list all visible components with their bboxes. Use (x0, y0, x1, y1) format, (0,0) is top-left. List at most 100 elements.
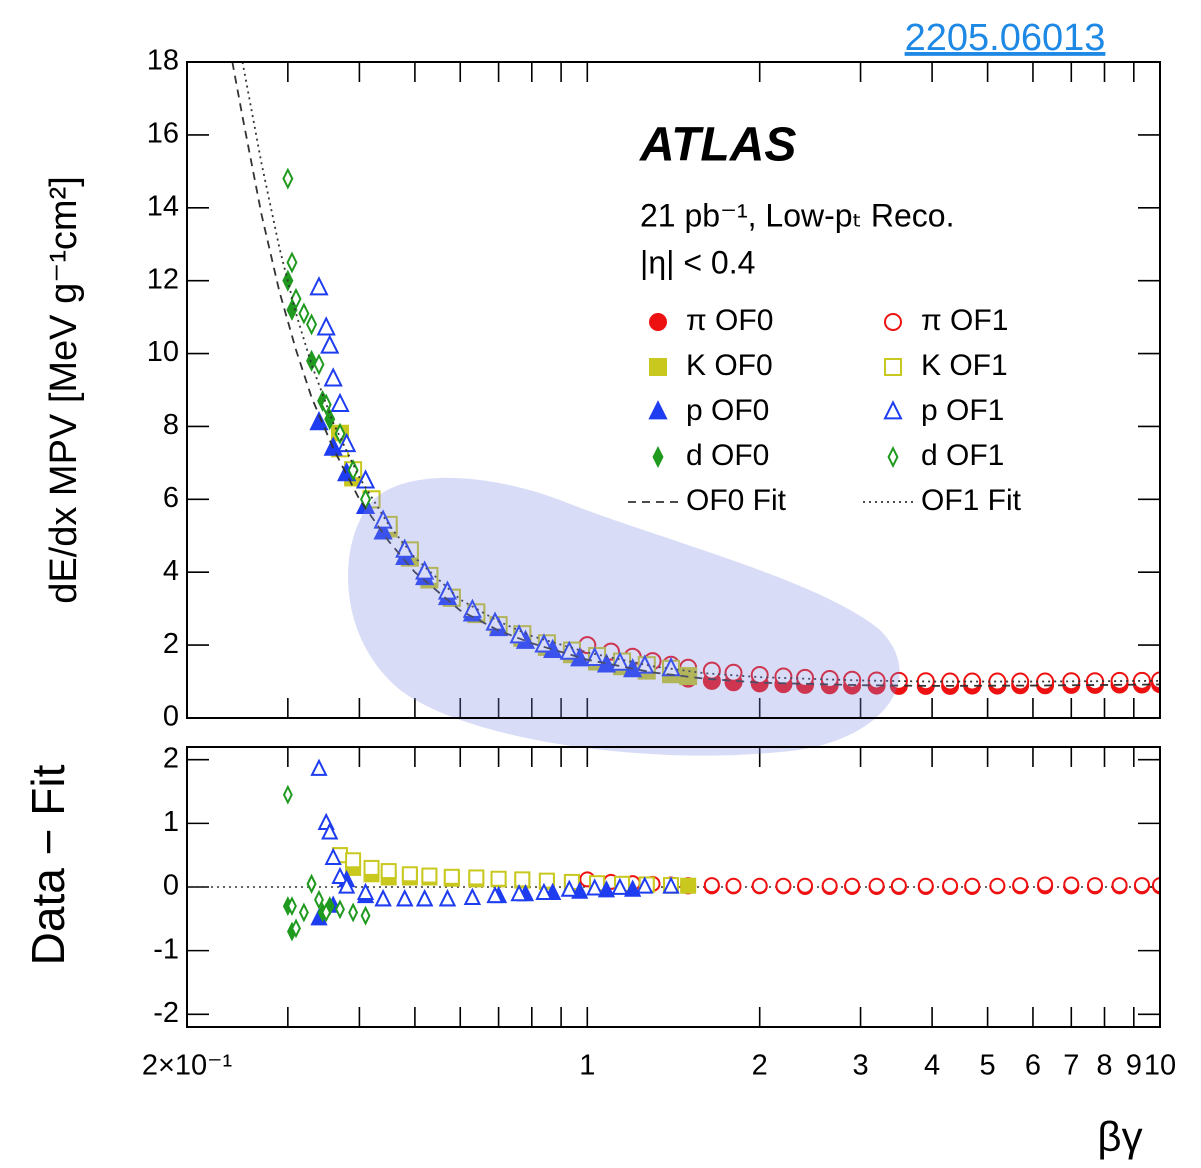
data-point (286, 251, 298, 274)
data-point (916, 672, 935, 691)
legend-marker (884, 358, 902, 376)
data-point (316, 316, 336, 336)
experiment-label: ATLAS (639, 119, 796, 172)
residual-point (586, 878, 604, 896)
residual-point (416, 889, 434, 907)
residual-point (1037, 876, 1054, 893)
residual-point (868, 877, 885, 894)
data-point (320, 393, 332, 416)
legend-label: p OF1 (921, 394, 1004, 427)
residual-point (306, 873, 317, 894)
residual-point (662, 876, 680, 894)
data-point (395, 538, 415, 558)
residual-point (964, 877, 981, 894)
x-tick-label: 4 (924, 1050, 940, 1082)
x-tick-label: 10 (1144, 1050, 1176, 1082)
data-point (290, 287, 302, 310)
residual-point (338, 876, 356, 894)
legend-marker (883, 400, 903, 420)
residual-point (335, 899, 345, 920)
legend-marker (649, 313, 667, 331)
residual-point (321, 822, 339, 840)
y-axis-title: dE/dx MPV [MeV g⁻¹cm²] (43, 176, 85, 604)
data-point (323, 367, 343, 387)
legend-label: π OF1 (921, 304, 1008, 337)
y-tick-label: 18 (147, 45, 179, 77)
y-tick-label: 14 (147, 190, 179, 222)
y-tick-label: 8 (163, 409, 179, 441)
residual-point (291, 918, 301, 939)
y-tick-label: 2 (163, 742, 179, 774)
residual-point (298, 902, 309, 923)
residual-point (611, 877, 629, 895)
x-tick-label: 2 (752, 1050, 768, 1082)
y-tick-label: 1 (163, 806, 179, 838)
data-point (373, 520, 393, 540)
legend-label: d OF1 (921, 439, 1004, 472)
legend-marker (649, 358, 667, 376)
x-tick-label: 1 (579, 1050, 595, 1082)
data-point (337, 432, 357, 453)
legend-label: OF0 Fit (686, 484, 787, 517)
bottom-frame (186, 746, 1161, 1028)
residual-point (443, 868, 460, 885)
legend-label: π OF0 (686, 304, 773, 337)
residual-point (331, 866, 349, 885)
x-tick-label: 8 (1096, 1050, 1112, 1082)
data-point (1062, 672, 1081, 691)
residual-point (463, 887, 482, 906)
residual-point (401, 866, 418, 883)
residual-point (989, 877, 1006, 894)
data-point (1132, 671, 1151, 690)
y-tick-label: 10 (147, 336, 179, 368)
residual-point (1012, 877, 1029, 894)
residual-point (514, 871, 531, 888)
residual-point (751, 877, 768, 894)
residual-point (597, 880, 616, 898)
y-axis-title: Data − Fit (22, 764, 74, 965)
data-point (347, 459, 359, 482)
legend-marker (884, 313, 902, 331)
highlight-region (348, 477, 900, 756)
residual-point (314, 889, 324, 910)
x-tick-label: 6 (1025, 1050, 1041, 1082)
paper-link[interactable]: 2205.06013 (905, 17, 1106, 59)
data-point (330, 392, 350, 412)
x-tick-label: 9 (1126, 1050, 1142, 1082)
residual-point (324, 847, 342, 865)
legend-label: p OF0 (686, 394, 769, 427)
legend-label: OF1 Fit (921, 484, 1022, 517)
residual-point (624, 879, 642, 897)
residual-point (917, 877, 934, 894)
y-tick-label: 16 (147, 118, 179, 150)
data-point (282, 167, 294, 190)
data-point (1110, 671, 1129, 690)
x-tick-label: 2×10⁻¹ (142, 1050, 233, 1082)
data-point (750, 665, 769, 684)
x-tick-label: 7 (1063, 1050, 1079, 1082)
data-point (988, 672, 1007, 691)
y-tick-label: -2 (153, 997, 179, 1029)
x-tick-label: 3 (852, 1050, 868, 1082)
data-point (298, 302, 310, 325)
fit-line (231, 62, 1160, 687)
residual-point (490, 870, 507, 887)
residual-point (321, 902, 332, 923)
x-tick-label: 5 (980, 1050, 996, 1082)
top-frame (186, 61, 1161, 719)
legend-label: d OF0 (686, 439, 769, 472)
residual-point (348, 902, 359, 923)
residual-point (286, 896, 297, 917)
data-point (1036, 672, 1055, 691)
data-point (1085, 672, 1104, 691)
residual-point (510, 884, 528, 902)
annotation: |η| < 0.4 (640, 244, 755, 280)
residual-point (535, 882, 553, 900)
data-point (774, 667, 793, 686)
data-point (320, 334, 340, 354)
data-point (309, 276, 329, 296)
residual-point (636, 876, 654, 894)
residual-point (363, 859, 380, 876)
residual-point (942, 877, 959, 894)
